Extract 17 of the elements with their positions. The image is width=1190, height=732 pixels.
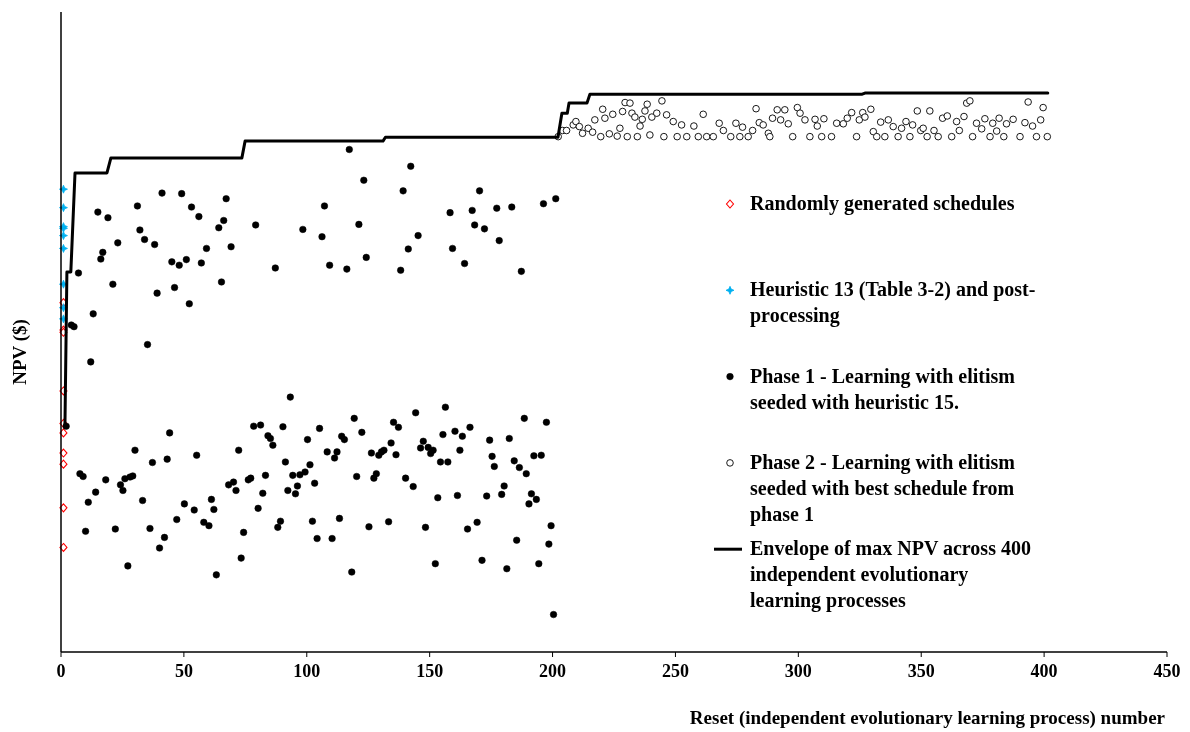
- x-tick-label: 450: [1153, 661, 1181, 681]
- y-axis-title: NPV ($): [9, 319, 31, 385]
- legend-label: Phase 2 - Learning with elitism seeded with best schedule from phase 1: [750, 450, 1016, 526]
- x-tick-label: 350: [907, 661, 935, 681]
- x-tick-label: 100: [293, 661, 321, 681]
- x-tick-label: 300: [784, 661, 812, 681]
- x-tick-label: 150: [416, 661, 444, 681]
- x-tick-label: 400: [1030, 661, 1058, 681]
- legend-label: Envelope of max NPV across 400 independent evolutionary learning processes: [750, 537, 1031, 613]
- x-tick-label: 50: [174, 661, 193, 681]
- legend-label: Heuristic 13 (Table 3-2) and post-processing: [750, 278, 1036, 328]
- legend-label: Phase 1 - Learning with elitism seeded with heuristic 15.: [750, 364, 1016, 413]
- x-axis-title: Reset (independent evolutionary learning process) number: [689, 707, 1166, 729]
- x-tick-label: 0: [56, 661, 66, 681]
- x-tick-label: 200: [539, 661, 567, 681]
- x-tick-label: 250: [661, 661, 689, 681]
- legend-label: Randomly generated schedules: [750, 192, 1015, 215]
